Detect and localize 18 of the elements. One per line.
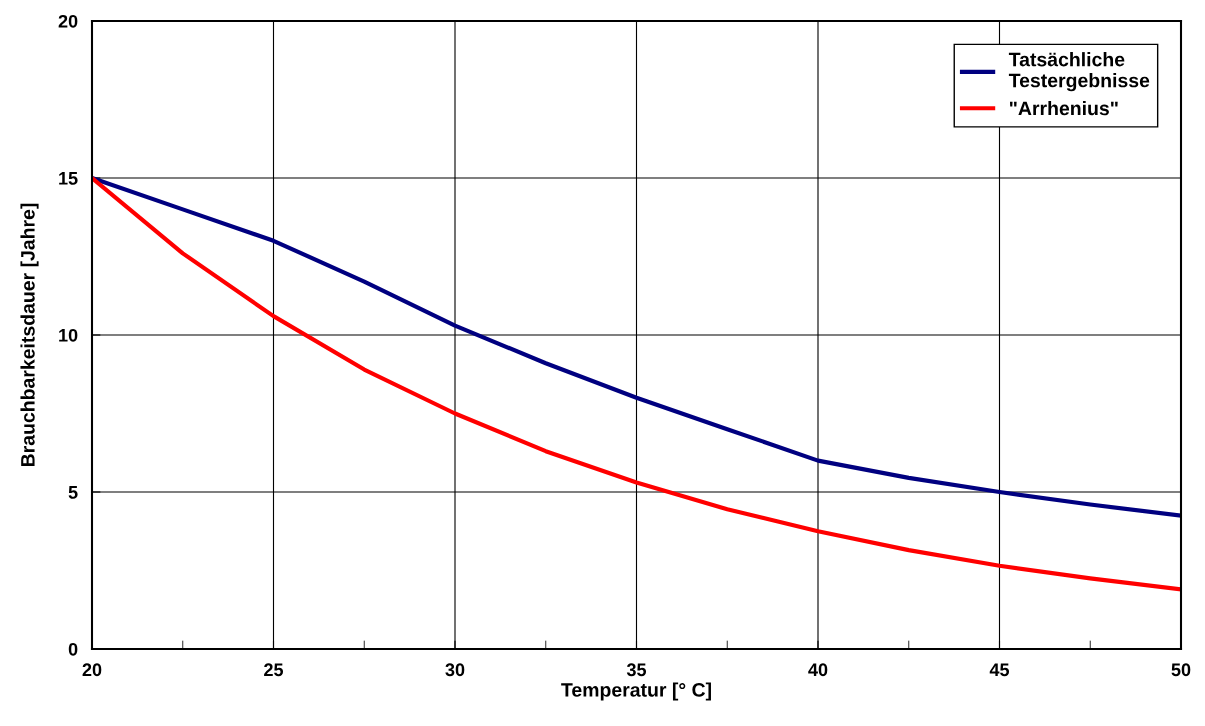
- y-tick-label: 20: [58, 14, 78, 28]
- x-tick-label: 25: [264, 663, 284, 677]
- x-axis-title: Temperatur [° C]: [561, 682, 711, 701]
- x-tick-label: 30: [445, 663, 465, 677]
- legend-label: Tatsächliche Testergebnisse: [1008, 52, 1150, 92]
- x-tick-label: 35: [626, 663, 647, 677]
- y-axis-title: Brauchbarkeitsdauer [Jahre]: [20, 203, 39, 467]
- line-series: [92, 175, 1181, 592]
- y-tick-label: 5: [68, 486, 78, 499]
- y-tick-label: 10: [59, 328, 78, 342]
- line-series: [92, 175, 1181, 518]
- legend-label: "Arrhenius": [1009, 100, 1118, 116]
- y-tick-label: 15: [59, 172, 78, 185]
- x-tick-label: 20: [82, 663, 102, 677]
- x-tick-label: 45: [989, 663, 1010, 677]
- x-tick-label: 40: [808, 663, 828, 677]
- x-tick-label: 50: [1171, 663, 1191, 677]
- y-tick-label: 0: [68, 642, 78, 656]
